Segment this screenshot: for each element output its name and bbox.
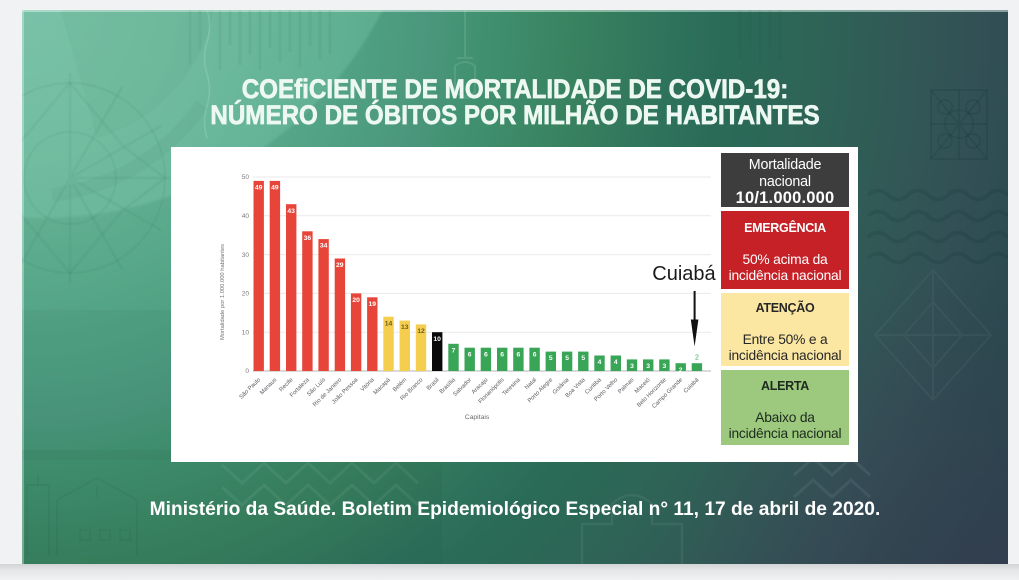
svg-text:6: 6 [484, 351, 488, 358]
svg-text:3: 3 [646, 363, 650, 370]
svg-text:12: 12 [417, 328, 425, 335]
svg-text:Natal: Natal [524, 377, 538, 391]
svg-text:30: 30 [242, 252, 250, 259]
svg-text:6: 6 [468, 351, 472, 358]
svg-text:Macapá: Macapá [373, 377, 393, 397]
svg-text:São Paulo: São Paulo [239, 377, 263, 401]
svg-text:10: 10 [433, 336, 441, 343]
svg-text:10: 10 [242, 329, 250, 336]
svg-text:Mortalidade por 1.000.000 habi: Mortalidade por 1.000.000 habitantes [220, 244, 226, 340]
svg-text:50: 50 [242, 174, 250, 181]
svg-text:49: 49 [271, 185, 279, 192]
svg-text:Teresina: Teresina [502, 377, 522, 397]
svg-text:Cuiabá: Cuiabá [683, 377, 701, 395]
svg-text:5: 5 [549, 355, 553, 362]
svg-text:5: 5 [565, 355, 569, 362]
svg-text:Capitais: Capitais [465, 414, 490, 421]
svg-text:Palmas: Palmas [617, 377, 635, 395]
svg-text:5: 5 [581, 355, 585, 362]
svg-text:Campo Grande: Campo Grande [651, 377, 684, 410]
svg-text:7: 7 [452, 347, 456, 354]
svg-text:4: 4 [598, 359, 602, 366]
svg-text:19: 19 [369, 301, 377, 308]
svg-text:4: 4 [614, 359, 618, 366]
svg-text:29: 29 [336, 262, 344, 269]
svg-text:13: 13 [401, 324, 409, 331]
svg-text:36: 36 [304, 235, 312, 242]
svg-text:34: 34 [320, 243, 328, 250]
svg-text:0: 0 [245, 368, 249, 375]
svg-text:2: 2 [695, 355, 699, 362]
svg-text:49: 49 [255, 185, 263, 192]
svg-text:3: 3 [630, 363, 634, 370]
svg-text:6: 6 [500, 351, 504, 358]
svg-text:6: 6 [517, 351, 521, 358]
svg-text:43: 43 [287, 208, 295, 215]
svg-text:Cuiabá: Cuiabá [652, 263, 716, 285]
svg-text:14: 14 [385, 320, 393, 327]
svg-text:40: 40 [242, 213, 250, 220]
svg-text:20: 20 [242, 291, 250, 298]
svg-text:3: 3 [663, 363, 667, 370]
svg-text:Manaus: Manaus [259, 377, 278, 396]
svg-text:20: 20 [352, 297, 360, 304]
svg-text:Brasil: Brasil [426, 377, 441, 392]
svg-text:2: 2 [679, 367, 683, 374]
svg-text:6: 6 [533, 351, 537, 358]
